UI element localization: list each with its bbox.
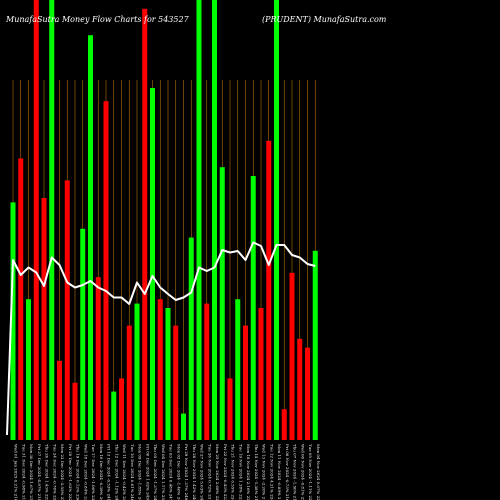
- x-tick-label: Thu 21 Nov 2024 0.55% 2248.20: [231, 444, 236, 500]
- bar-green: [49, 0, 55, 440]
- x-tick-label: Wed 13 Nov 2024 -2.20% 2191.20: [262, 444, 267, 500]
- bar-red: [281, 409, 287, 440]
- bar-green: [134, 303, 140, 440]
- bar-red: [33, 0, 39, 440]
- x-tick-label: Wed 27 Nov 2024 5.03% 2431.35: [200, 444, 205, 500]
- x-tick-label: Wed 18 Dec 2024 -0.84% 2357.95: [83, 444, 88, 500]
- x-tick-label: Fri 13 Dec 2024 -0.53% 2412.85: [107, 444, 112, 500]
- bar-green: [235, 299, 241, 440]
- bar-red: [305, 347, 310, 440]
- x-tick-label: Tue 12 Nov 2024 4.21% 2240.45: [269, 444, 274, 500]
- x-tick-label: Mon 09 Dec 2024 -1.85% 2448.55: [138, 444, 143, 500]
- x-tick-label: Thu 26 Dec 2024 1.43% 2254.75: [45, 444, 50, 500]
- x-tick-label: Tue 26 Nov 2024 0.72% 2314.95: [207, 444, 212, 500]
- x-tick-label: Thu 19 Dec 2024 0.12% 2360.75: [76, 444, 81, 500]
- x-tick-label: Fri 27 Dec 2024 -4.97% 2142.40: [37, 444, 42, 500]
- x-tick-label: Mon 23 Dec 2024 -3.55% 2239.90: [60, 444, 65, 500]
- x-tick-label: Wed 11 Dec 2024 -0.42% 2453.25: [122, 444, 127, 500]
- bar-red: [243, 325, 248, 440]
- bar-red: [157, 299, 163, 440]
- bar-green: [80, 228, 86, 440]
- chart-title-right: (PRUDENT) MunafaSutra.com: [262, 15, 387, 24]
- x-tick-label: Wed 06 Nov 2024 -0.81% 2218.75: [300, 444, 305, 500]
- bar-green: [165, 308, 171, 440]
- x-tick-label: Mon 25 Nov 2024 2.68% 2298.45: [215, 444, 220, 500]
- bar-red: [18, 158, 24, 440]
- bar-green: [26, 299, 31, 440]
- bar-green: [88, 35, 93, 440]
- bar-red: [126, 325, 132, 440]
- x-tick-label: Fri 06 Dec 2024 1.02% 2494.70: [145, 444, 150, 500]
- x-tick-label: Mon 11 Nov 2024 -0.89% 2149.95: [277, 444, 282, 500]
- x-tick-label: Fri 29 Nov 2024 1.37% 2499.60: [184, 444, 189, 500]
- x-tick-label: Fri 08 Nov 2024 -0.73% 2169.35: [285, 444, 290, 500]
- bar-red: [119, 378, 124, 440]
- bar-red: [57, 360, 62, 440]
- x-tick-label: Tue 24 Dec 2024 -0.76% 2222.95: [52, 444, 57, 500]
- bar-red: [266, 140, 272, 441]
- x-tick-label: Tue 31 Dec 2024 -0.98% 2156.90: [21, 444, 26, 500]
- x-tick-label: Thu 12 Dec 2024 -1.12% 2425.75: [114, 444, 119, 500]
- x-tick-label: Mon 16 Dec 2024 -0.39% 2403.45: [99, 444, 104, 500]
- bar-green: [312, 250, 318, 440]
- bar-green: [150, 88, 155, 440]
- x-tick-label: Wed 04 Dec 2024 1.17% 2503.90: [161, 444, 166, 500]
- x-tick-label: Tue 05 Nov 2024 -1.11% 2236.75: [308, 444, 313, 500]
- bar-green: [212, 0, 217, 440]
- price-line: [6, 241, 316, 436]
- bar-green: [250, 176, 256, 440]
- x-tick-label: Wed 01 Jan 2025 0.21% 2161.45: [14, 444, 19, 500]
- bar-red: [72, 382, 78, 440]
- bar-green: [188, 237, 194, 440]
- chart-title-left: MunafaSutra Money Flow Charts for 543527: [5, 15, 190, 24]
- bar-green: [274, 0, 279, 440]
- bar-red: [41, 198, 47, 440]
- x-tick-label: Fri 20 Dec 2024 -1.63% 2322.25: [68, 444, 73, 500]
- bar-red: [95, 277, 101, 440]
- x-tick-label: Mon 02 Dec 2024 -1.46% 2463.15: [176, 444, 181, 500]
- bar-red: [204, 303, 210, 440]
- x-tick-label: Thu 07 Nov 2024 -1.50% 2185.35: [293, 444, 298, 500]
- bar-red: [297, 338, 303, 440]
- bar-red: [103, 101, 109, 440]
- bar-red: [142, 8, 148, 441]
- x-tick-label: Thu 05 Dec 2024 -1.37% 2469.55: [153, 444, 158, 500]
- bar-green: [111, 391, 117, 440]
- bar-green: [181, 413, 186, 440]
- volume-bars: [10, 0, 318, 441]
- x-tick-label: Mon 04 Nov 2024 0.07% 2261.85: [316, 444, 321, 500]
- bar-red: [258, 308, 264, 440]
- price-line-layer: [6, 241, 316, 436]
- bar-green: [196, 0, 202, 440]
- x-tick-label: Tue 03 Dec 2024 0.48% 2474.90: [169, 444, 174, 500]
- x-tick-label: Tue 19 Nov 2024 1.28% 2235.95: [238, 444, 243, 500]
- x-tick-label: Thu 28 Nov 2024 1.42% 2465.80: [192, 444, 197, 500]
- bar-red: [289, 272, 295, 440]
- x-tick-label: Tue 10 Dec 2024 0.61% 2463.55: [130, 444, 135, 500]
- x-tick-label: Mon 18 Nov 2024 2.16% 2207.70: [246, 444, 251, 500]
- bar-red: [173, 325, 179, 440]
- x-axis-tick-labels: Wed 01 Jan 2025 0.21% 2161.45 Tue 31 Dec …: [14, 444, 321, 500]
- bar-red: [227, 378, 233, 440]
- x-tick-label: Mon 30 Dec 2024 1.67% 2178.20: [29, 444, 34, 500]
- x-tick-label: Tue 17 Dec 2024 -1.06% 2377.90: [91, 444, 96, 500]
- x-tick-label: Thu 14 Nov 2024 -1.38% 2160.95: [254, 444, 259, 500]
- bar-green: [219, 167, 225, 440]
- x-tick-label: Fri 22 Nov 2024 -0.43% 2238.45: [223, 444, 228, 500]
- bar-green: [10, 202, 16, 440]
- bar-red: [64, 180, 70, 440]
